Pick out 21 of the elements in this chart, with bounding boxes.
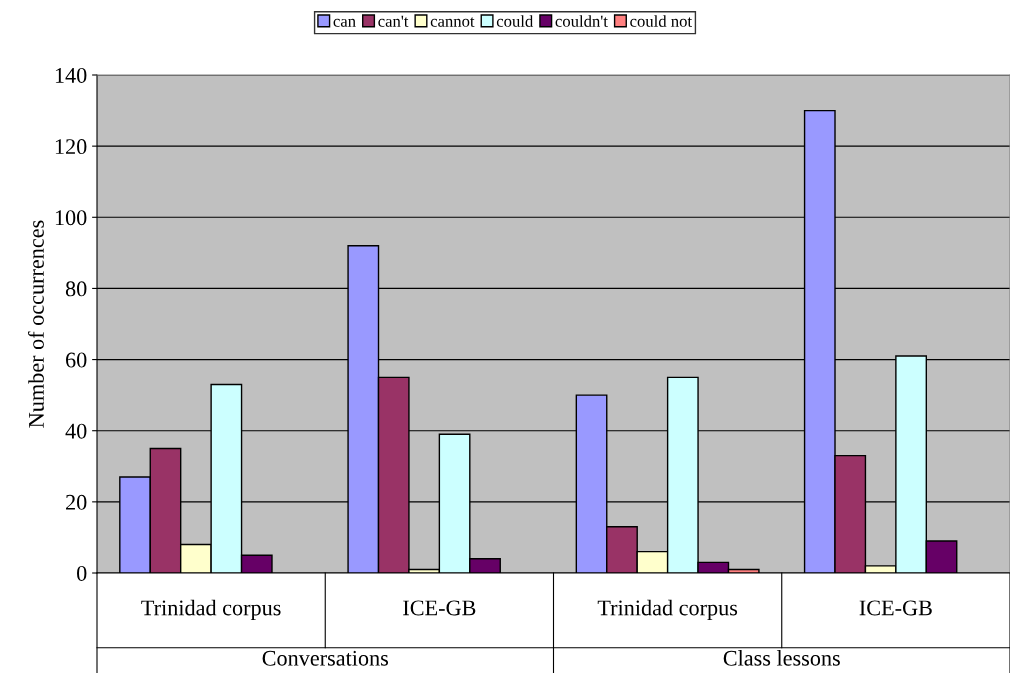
y-tick-label: 140 <box>55 67 87 83</box>
x-tick-label: ICE-GB <box>859 600 932 616</box>
text: Class lessons <box>723 650 840 666</box>
legend-label: couldn't <box>555 15 608 27</box>
x-tick-label: ICE-GB <box>403 600 476 616</box>
legend-label: can <box>333 18 356 27</box>
x-tick-label: Trinidad corpus <box>141 599 281 620</box>
y-tick-label: 20 <box>66 494 87 510</box>
y-tick-label: 40 <box>65 423 87 439</box>
y-tick-label: 100 <box>55 210 87 226</box>
legend-label: cannot <box>430 17 475 27</box>
y-tick-label: 60 <box>66 352 87 368</box>
y-tick-label: 0 <box>77 565 87 581</box>
text: Conversations <box>262 650 389 666</box>
y-axis-title: Number of occurrences <box>28 220 44 428</box>
y-tick-label: 120 <box>55 139 87 155</box>
legend-label: could not <box>630 15 692 27</box>
y-tick-label: 80 <box>65 281 87 297</box>
legend-label: could <box>496 15 534 27</box>
legend-label: can't <box>378 15 409 27</box>
x-tick-label: Trinidad corpus <box>597 599 738 620</box>
